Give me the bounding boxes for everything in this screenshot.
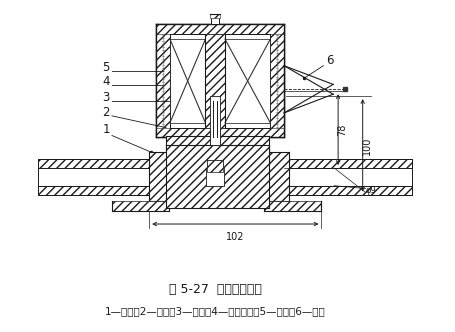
Text: 5: 5 xyxy=(103,61,110,74)
Bar xyxy=(270,25,284,137)
Bar xyxy=(269,159,412,168)
Bar xyxy=(149,152,171,202)
Bar xyxy=(112,202,169,211)
Text: 2: 2 xyxy=(102,106,110,119)
Bar xyxy=(156,25,284,137)
Bar xyxy=(156,25,170,137)
Bar xyxy=(170,39,205,123)
Bar xyxy=(166,135,269,165)
Bar xyxy=(207,160,223,172)
Text: 3: 3 xyxy=(103,91,110,104)
Bar xyxy=(38,168,166,186)
Text: 78: 78 xyxy=(337,124,347,136)
Text: 图 5-27  直动式电磁阀: 图 5-27 直动式电磁阀 xyxy=(169,284,262,296)
Bar xyxy=(269,186,412,195)
Text: 1—阀体；2—阀座；3—铁芯；4—隔磁套管；5—线圈；6—弹簧: 1—阀体；2—阀座；3—铁芯；4—隔磁套管；5—线圈；6—弹簧 xyxy=(105,306,326,316)
Bar xyxy=(264,202,321,211)
Bar xyxy=(205,34,225,127)
Bar xyxy=(166,145,269,208)
Text: 102: 102 xyxy=(226,232,245,242)
Bar xyxy=(210,14,220,18)
Text: 1: 1 xyxy=(102,123,110,135)
Text: 4: 4 xyxy=(102,75,110,88)
Bar xyxy=(269,168,412,186)
Bar xyxy=(38,159,166,168)
Bar xyxy=(210,96,220,145)
Bar xyxy=(156,127,284,137)
Bar xyxy=(264,152,289,202)
Text: φ9: φ9 xyxy=(366,186,376,195)
Text: 6: 6 xyxy=(326,54,334,67)
Bar xyxy=(225,39,270,123)
Bar xyxy=(38,186,166,195)
Bar xyxy=(211,17,219,25)
Text: 100: 100 xyxy=(362,136,372,154)
Bar xyxy=(207,168,224,186)
Bar xyxy=(156,25,284,34)
